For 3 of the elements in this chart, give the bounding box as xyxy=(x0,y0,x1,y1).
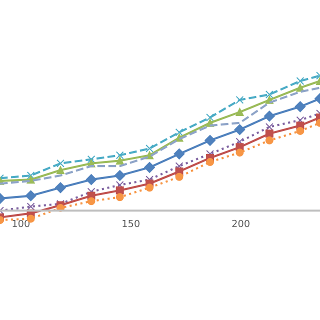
x-tick-label: 100 xyxy=(12,220,30,228)
x-tick-label: 150 xyxy=(122,220,140,228)
x-tick-label: 200 xyxy=(232,220,250,228)
